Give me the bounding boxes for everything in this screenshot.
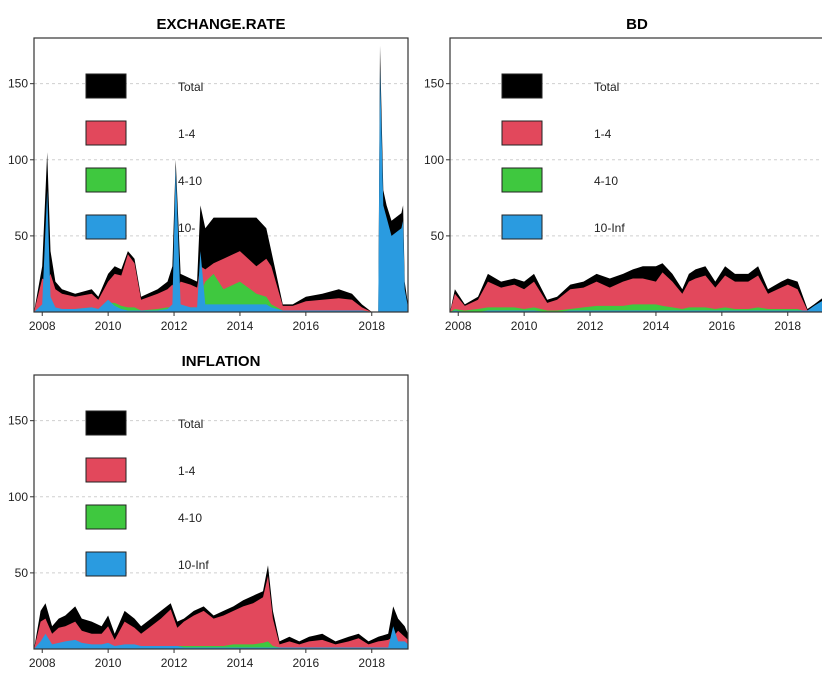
x-tick-label: 2010 <box>511 319 538 333</box>
legend-label: 1-4 <box>178 127 196 141</box>
panel-1: Total 1-4 4-10 10-Inf 50 100 150 2008 2010 2012 20… <box>424 16 822 333</box>
panel-2: Total 1-4 4-10 10-Inf 50 100 150 2008 2010 2012 20… <box>8 353 409 670</box>
legend-label: 10-Inf <box>178 558 209 572</box>
y-tick-label: 150 <box>424 77 444 91</box>
x-tick-label: 2010 <box>95 319 122 333</box>
plot-area <box>34 45 408 312</box>
panel-0: Total 1-4 4-10 10- 50 100 150 2008 2010 2012 2014 2… <box>8 16 409 333</box>
plot-frame <box>449 37 822 313</box>
y-tick-label: 150 <box>8 77 28 91</box>
x-tick-label: 2016 <box>708 319 735 333</box>
legend-swatch-1-4 <box>501 120 543 146</box>
x-tick-label: 2018 <box>358 656 385 670</box>
x-tick-label: 2012 <box>161 319 188 333</box>
legend-label: 10- <box>178 221 195 235</box>
y-tick-label: 50 <box>15 229 29 243</box>
area-series-total <box>34 45 408 312</box>
legend-swatch-total <box>85 410 127 436</box>
legend-label: 4-10 <box>178 174 202 188</box>
x-tick-label: 2016 <box>292 656 319 670</box>
x-tick-label: 2016 <box>292 319 319 333</box>
plot-frame <box>33 37 409 313</box>
y-tick-label: 50 <box>15 566 29 580</box>
y-tick-label: 100 <box>424 153 444 167</box>
x-tick-label: 2018 <box>358 319 385 333</box>
x-tick-label: 2008 <box>445 319 472 333</box>
legend-swatch-total <box>85 73 127 99</box>
x-tick-label: 2008 <box>29 319 56 333</box>
y-tick-label: 50 <box>431 229 445 243</box>
legend-swatch-10-inf <box>85 551 127 577</box>
legend-swatch-1-4 <box>85 457 127 483</box>
legend-label: Total <box>178 417 203 431</box>
x-tick-label: 2012 <box>577 319 604 333</box>
y-tick-label: 100 <box>8 490 28 504</box>
chart-title: EXCHANGE.RATE <box>157 16 286 33</box>
area-series-1-4 <box>450 272 822 312</box>
legend-swatch-4-10 <box>85 504 127 530</box>
y-tick-label: 100 <box>8 153 28 167</box>
chart-title: INFLATION <box>182 353 261 370</box>
legend-swatch-1-4 <box>85 120 127 146</box>
legend-swatch-10- <box>85 214 127 240</box>
x-tick-label: 2014 <box>643 319 670 333</box>
y-tick-label: 150 <box>8 414 28 428</box>
x-tick-label: 2008 <box>29 656 56 670</box>
area-series-1-4 <box>34 575 408 649</box>
legend-swatch-4-10 <box>85 167 127 193</box>
legend-label: 4-10 <box>178 511 202 525</box>
legend-swatch-10-inf <box>501 214 543 240</box>
area-series-4-10 <box>450 304 822 312</box>
x-tick-label: 2012 <box>161 656 188 670</box>
legend-label: 4-10 <box>594 174 618 188</box>
legend-label: Total <box>594 80 619 94</box>
x-tick-label: 2014 <box>227 656 254 670</box>
x-tick-label: 2018 <box>774 319 801 333</box>
legend-label: 1-4 <box>594 127 612 141</box>
plot-area <box>450 263 822 312</box>
x-tick-label: 2014 <box>227 319 254 333</box>
area-series-10-inf <box>450 301 822 312</box>
legend-label: 10-Inf <box>594 221 625 235</box>
legend-swatch-4-10 <box>501 167 543 193</box>
area-series-1-4 <box>34 251 408 312</box>
x-tick-label: 2010 <box>95 656 122 670</box>
legend-swatch-total <box>501 73 543 99</box>
area-series-4-10 <box>34 273 408 312</box>
legend-label: Total <box>178 80 203 94</box>
plot-area <box>34 565 408 649</box>
chart-title: BD <box>626 16 648 33</box>
plot-frame <box>33 374 409 650</box>
area-series-10-inf <box>34 626 408 649</box>
legend-label: 1-4 <box>178 464 196 478</box>
